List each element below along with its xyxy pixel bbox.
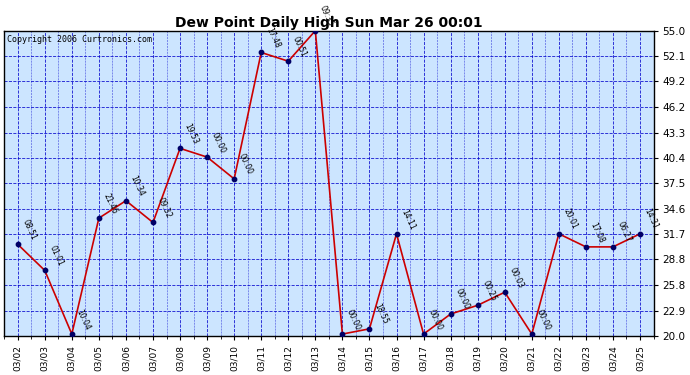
Point <box>201 154 213 160</box>
Point <box>418 331 429 337</box>
Point <box>66 331 77 337</box>
Point <box>391 231 402 237</box>
Point <box>337 331 348 337</box>
Text: 10:34: 10:34 <box>129 174 146 198</box>
Text: 08:51: 08:51 <box>21 218 38 242</box>
Point <box>607 244 618 250</box>
Point <box>553 231 564 237</box>
Text: 00:00: 00:00 <box>210 130 227 154</box>
Point <box>175 146 186 152</box>
Point <box>310 28 321 34</box>
Point <box>364 326 375 332</box>
Text: 20:01: 20:01 <box>562 207 579 231</box>
Point <box>283 58 294 64</box>
Text: 14:11: 14:11 <box>400 208 417 231</box>
Point <box>500 289 511 295</box>
Text: 00:25: 00:25 <box>480 279 498 303</box>
Text: 14:31: 14:31 <box>643 207 660 231</box>
Text: 21:46: 21:46 <box>101 192 119 215</box>
Point <box>445 311 456 317</box>
Point <box>228 176 239 182</box>
Point <box>256 50 267 55</box>
Point <box>635 231 646 237</box>
Text: 01:01: 01:01 <box>48 244 65 268</box>
Point <box>526 331 538 337</box>
Text: 10:04: 10:04 <box>75 308 92 331</box>
Text: 00:03: 00:03 <box>508 266 525 290</box>
Text: 00:00: 00:00 <box>426 308 444 331</box>
Text: 06:27: 06:27 <box>615 220 633 244</box>
Point <box>121 198 132 204</box>
Text: 19:53: 19:53 <box>183 122 200 146</box>
Text: 17:08: 17:08 <box>589 220 606 244</box>
Point <box>580 244 591 250</box>
Point <box>472 302 483 308</box>
Point <box>39 267 50 273</box>
Text: 00:00: 00:00 <box>535 308 552 331</box>
Point <box>12 241 23 247</box>
Text: 00:51: 00:51 <box>291 35 308 58</box>
Point <box>148 219 159 225</box>
Text: 00:00: 00:00 <box>345 308 363 331</box>
Text: 17:48: 17:48 <box>264 26 282 50</box>
Text: 00:00: 00:00 <box>237 152 255 176</box>
Point <box>93 215 104 221</box>
Text: 18:55: 18:55 <box>372 303 390 326</box>
Text: 09:35: 09:35 <box>318 4 335 28</box>
Text: 09:32: 09:32 <box>156 196 173 220</box>
Title: Dew Point Daily High Sun Mar 26 00:01: Dew Point Daily High Sun Mar 26 00:01 <box>175 15 483 30</box>
Text: 00:00: 00:00 <box>453 288 471 311</box>
Text: Copyright 2006 Curtronics.com: Copyright 2006 Curtronics.com <box>8 35 152 44</box>
